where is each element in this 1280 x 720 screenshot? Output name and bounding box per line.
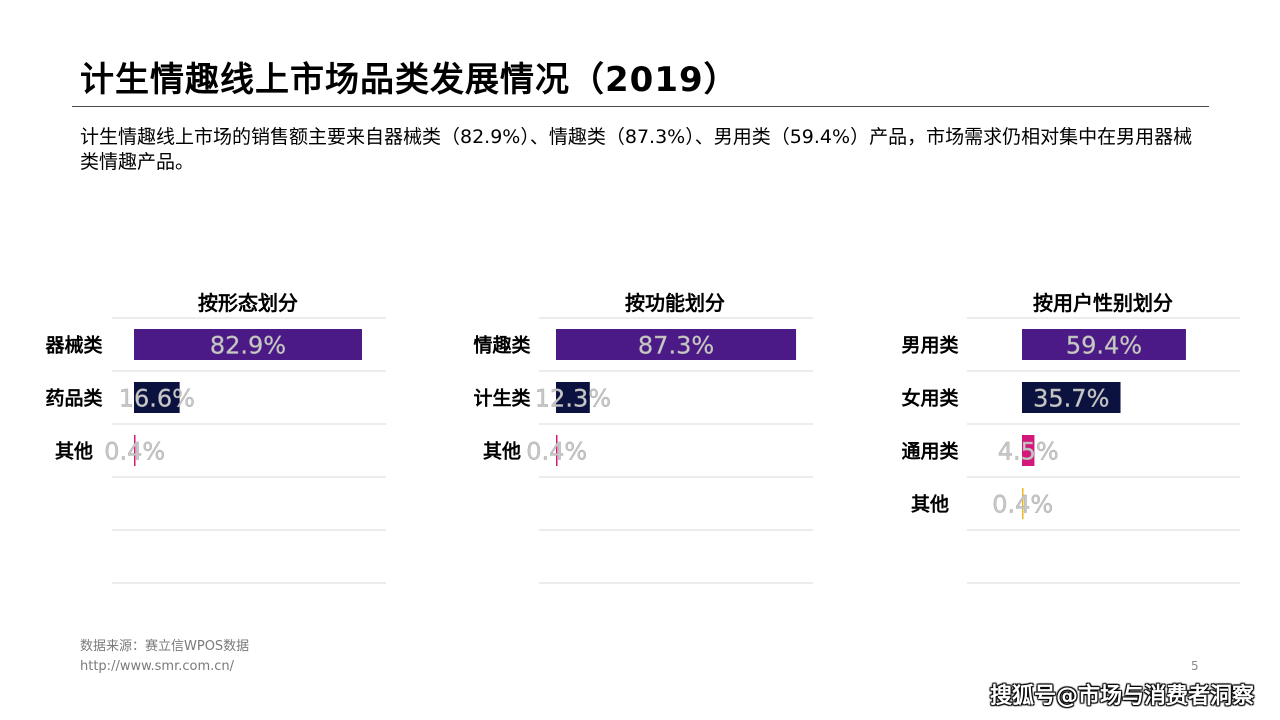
data-label: 59.4% bbox=[1066, 332, 1142, 360]
category-label: 女用类 bbox=[901, 387, 958, 410]
watermark: 搜狐号@市场与消费者洞察 bbox=[989, 684, 1254, 709]
category-label: 男用类 bbox=[901, 334, 958, 357]
data-source: 数据来源：赛立信WPOS数据 bbox=[80, 639, 250, 654]
page-number: 5 bbox=[1191, 659, 1199, 673]
category-label: 其他 bbox=[911, 493, 949, 516]
chart-title: 按形态划分 bbox=[198, 291, 298, 315]
bar bbox=[556, 329, 797, 360]
chart-title: 按用户性别划分 bbox=[1033, 291, 1173, 315]
bar bbox=[134, 435, 136, 466]
title-divider bbox=[72, 106, 1209, 107]
data-label: 35.7% bbox=[1033, 385, 1109, 413]
data-label: 4.5% bbox=[998, 438, 1059, 466]
data-label: 82.9% bbox=[210, 332, 286, 360]
bar bbox=[556, 435, 558, 466]
bar bbox=[1022, 329, 1186, 360]
category-label: 通用类 bbox=[901, 440, 958, 463]
page-title: 计生情趣线上市场品类发展情况（2019） bbox=[80, 60, 739, 100]
bar bbox=[1022, 382, 1121, 413]
data-label: 0.4% bbox=[526, 438, 587, 466]
category-label: 其他 bbox=[483, 440, 521, 463]
data-label: 0.4% bbox=[992, 491, 1053, 519]
bar bbox=[1022, 435, 1035, 466]
data-label: 12.3% bbox=[535, 385, 611, 413]
chart-title: 按功能划分 bbox=[625, 291, 725, 315]
source-url-link[interactable]: http://www.smr.com.cn/ bbox=[80, 659, 235, 674]
category-label: 计生类 bbox=[473, 387, 530, 410]
bar bbox=[556, 382, 590, 413]
bar bbox=[134, 329, 362, 360]
data-label: 0.4% bbox=[104, 438, 165, 466]
bar bbox=[1022, 488, 1024, 519]
category-label: 情趣类 bbox=[473, 334, 530, 357]
category-label: 药品类 bbox=[45, 387, 102, 410]
data-label: 16.6% bbox=[119, 385, 195, 413]
category-label: 器械类 bbox=[44, 334, 102, 357]
category-label: 其他 bbox=[55, 440, 93, 463]
bar bbox=[134, 382, 180, 413]
data-label: 87.3% bbox=[638, 332, 714, 360]
page-description: 计生情趣线上市场的销售额主要来自器械类（82.9%）、情趣类（87.3%）、男用… bbox=[80, 126, 1193, 173]
